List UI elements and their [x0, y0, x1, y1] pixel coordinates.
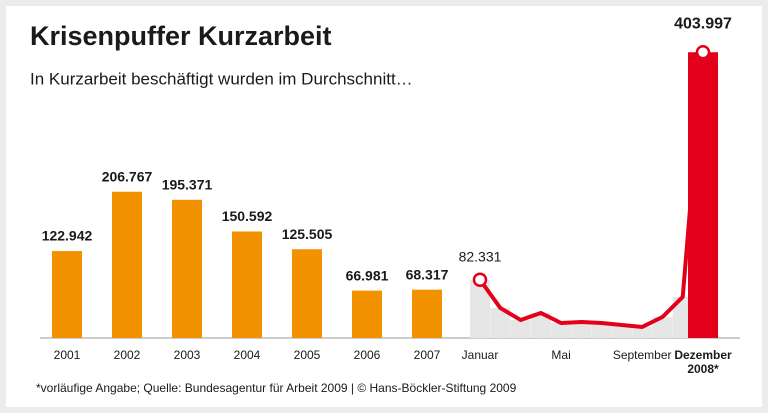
x-tick-label: 2006: [353, 348, 381, 362]
bar: [172, 199, 202, 338]
value-label: 150.592: [222, 208, 273, 224]
value-label: 68.317: [406, 266, 449, 282]
month-bar: [510, 319, 531, 338]
bar: [52, 251, 82, 338]
month-bar: [551, 323, 572, 338]
x-tick-label: 2007: [413, 348, 441, 362]
x-tick-label: 2004: [233, 348, 261, 362]
month-bar: [530, 312, 551, 338]
value-label: 122.942: [42, 228, 93, 244]
month-bar: [571, 321, 592, 338]
chart-subtitle: In Kurzarbeit beschäftigt wurden im Durc…: [30, 69, 413, 88]
x-tick-label: 2005: [293, 348, 321, 362]
value-label: 403.997: [674, 15, 732, 32]
bar: [412, 289, 442, 338]
point-marker: [695, 44, 711, 60]
month-bar: [672, 296, 693, 338]
month-bar: [632, 326, 653, 338]
x-tick-label: 2002: [113, 348, 141, 362]
x-tick-label: 2003: [173, 348, 201, 362]
x-tick-label: Mai: [551, 348, 571, 362]
value-label: 195.371: [162, 177, 213, 193]
bar: [232, 231, 262, 338]
x-tick-label: 2001: [53, 348, 81, 362]
value-label: 82.331: [459, 248, 502, 264]
month-bar: [490, 307, 511, 338]
point-marker: [472, 272, 488, 288]
month-bar: [652, 316, 673, 338]
line: [478, 52, 705, 329]
bar: [292, 249, 322, 338]
x-tick-label: September: [612, 348, 672, 362]
bar: [112, 191, 142, 338]
chart-title: Krisenpuffer Kurzarbeit: [30, 21, 332, 51]
value-label: 206.767: [102, 168, 153, 184]
value-label: 66.981: [346, 267, 389, 283]
x-tick-label: Januar: [461, 348, 499, 362]
month-bar: [611, 324, 632, 338]
x-tick-label: Dezember 2008*: [674, 348, 732, 376]
month-bar: [591, 323, 612, 338]
source-note: *vorläufige Angabe; Quelle: Bundesagentu…: [36, 381, 517, 395]
month-bar: [470, 279, 490, 338]
bar: [352, 290, 382, 338]
value-label: 125.505: [282, 226, 333, 242]
